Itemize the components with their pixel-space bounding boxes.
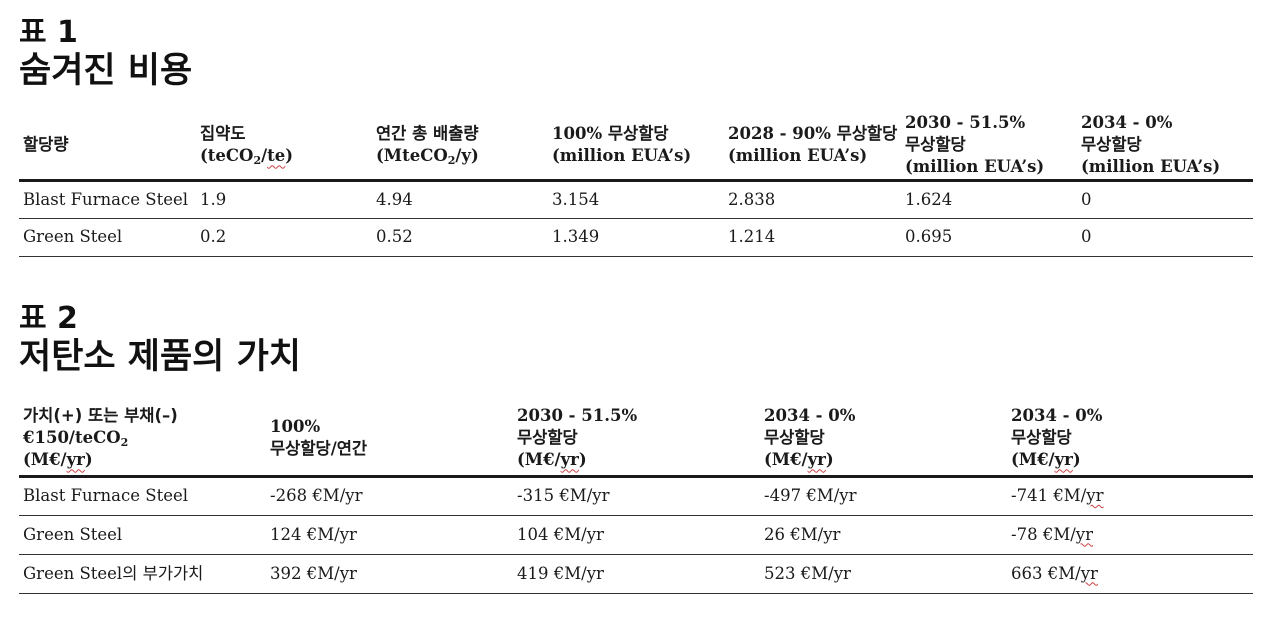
cell: 3.154 (548, 180, 724, 219)
table1-header-row: 할당량 집약도 (teCO2/te) 연간 총 배출량 (MteCO2/y) 1… (19, 112, 1253, 182)
t1-header-annual-emissions: 연간 총 배출량 (MteCO2/y) (372, 112, 548, 182)
t1-header-2028: 2028 - 90% 무상할당 (million EUA’s) (724, 112, 901, 182)
table2-label: 표 2 (19, 301, 78, 336)
cell: -315 €M/yr (513, 476, 760, 516)
table1-heading: 표 1 숨겨진 비용 (19, 16, 192, 92)
cell: 2.838 (724, 180, 901, 219)
t2-header-2034-b: 2034 - 0% 무상할당 (M€/yr) (1007, 402, 1253, 478)
t2-header-2034-a: 2034 - 0% 무상할당 (M€/yr) (760, 402, 1007, 478)
cell: 392 €M/yr (266, 554, 513, 594)
table-row: Green Steel 0.2 0.52 1.349 1.214 0.695 0 (19, 218, 1253, 257)
t1-header-allocation: 할당량 (19, 112, 196, 182)
row-label: Blast Furnace Steel (19, 180, 196, 219)
spellcheck-marked-text: yr (1080, 563, 1098, 583)
cell: 0 (1077, 218, 1253, 257)
cell: 419 €M/yr (513, 554, 760, 594)
cell: 0.695 (901, 218, 1077, 257)
cell: 0.52 (372, 218, 548, 257)
table-row: Blast Furnace Steel -268 €M/yr -315 €M/y… (19, 476, 1253, 516)
cell: 663 €M/yr (1007, 554, 1253, 594)
table1-title: 숨겨진 비용 (19, 51, 193, 91)
t2-header-100-free: 100% 무상할당/연간 (266, 402, 513, 478)
spellcheck-marked-text: yr (1075, 524, 1093, 544)
t1-header-100-free: 100% 무상할당 (million EUA’s) (548, 112, 724, 182)
table-row: Green Steel의 부가가치 392 €M/yr 419 €M/yr 52… (19, 554, 1253, 594)
t1-header-intensity: 집약도 (teCO2/te) (196, 112, 372, 182)
spellcheck-marked-text: yr (1054, 450, 1073, 470)
cell: 523 €M/yr (760, 554, 1007, 594)
cell: 1.624 (901, 180, 1077, 219)
cell: 4.94 (372, 180, 548, 219)
row-label: Green Steel의 부가가치 (19, 554, 266, 594)
spellcheck-marked-text: yr (1086, 486, 1104, 505)
low-carbon-value-table: 가치(+) 또는 부채(–) €150/teCO2 (M€/yr) 100% 무… (19, 402, 1253, 594)
cell: -78 €M/yr (1007, 515, 1253, 555)
table2-heading: 표 2 저탄소 제품의 가치 (19, 302, 301, 378)
table-row: Blast Furnace Steel 1.9 4.94 3.154 2.838… (19, 180, 1253, 219)
row-label: Green Steel (19, 515, 266, 555)
cell: -268 €M/yr (266, 476, 513, 516)
spellcheck-marked-text: yr (66, 450, 85, 470)
t1-header-2030: 2030 - 51.5% 무상할당 (million EUA’s) (901, 112, 1077, 182)
t2-header-value-liability: 가치(+) 또는 부채(–) €150/teCO2 (M€/yr) (19, 402, 266, 478)
cell: -497 €M/yr (760, 476, 1007, 516)
table2-title: 저탄소 제품의 가치 (19, 337, 301, 377)
spellcheck-marked-text: yr (807, 450, 826, 470)
table2-header-row: 가치(+) 또는 부채(–) €150/teCO2 (M€/yr) 100% 무… (19, 402, 1253, 478)
cell: 1.214 (724, 218, 901, 257)
hidden-cost-table: 할당량 집약도 (teCO2/te) 연간 총 배출량 (MteCO2/y) 1… (19, 112, 1253, 257)
table-row: Green Steel 124 €M/yr 104 €M/yr 26 €M/yr… (19, 515, 1253, 555)
t1-header-2034: 2034 - 0% 무상할당 (million EUA’s) (1077, 112, 1253, 182)
row-label: Blast Furnace Steel (19, 476, 266, 516)
cell: 0 (1077, 180, 1253, 219)
cell: 0.2 (196, 218, 372, 257)
cell: 104 €M/yr (513, 515, 760, 555)
t2-header-2030: 2030 - 51.5% 무상할당 (M€/yr) (513, 402, 760, 478)
spellcheck-marked-text: yr (560, 450, 579, 470)
table1-label: 표 1 (19, 15, 78, 50)
row-label: Green Steel (19, 218, 196, 257)
spellcheck-marked-text: te (267, 146, 286, 166)
cell: 124 €M/yr (266, 515, 513, 555)
cell: -741 €M/yr (1007, 476, 1253, 516)
cell: 1.9 (196, 180, 372, 219)
cell: 1.349 (548, 218, 724, 257)
cell: 26 €M/yr (760, 515, 1007, 555)
